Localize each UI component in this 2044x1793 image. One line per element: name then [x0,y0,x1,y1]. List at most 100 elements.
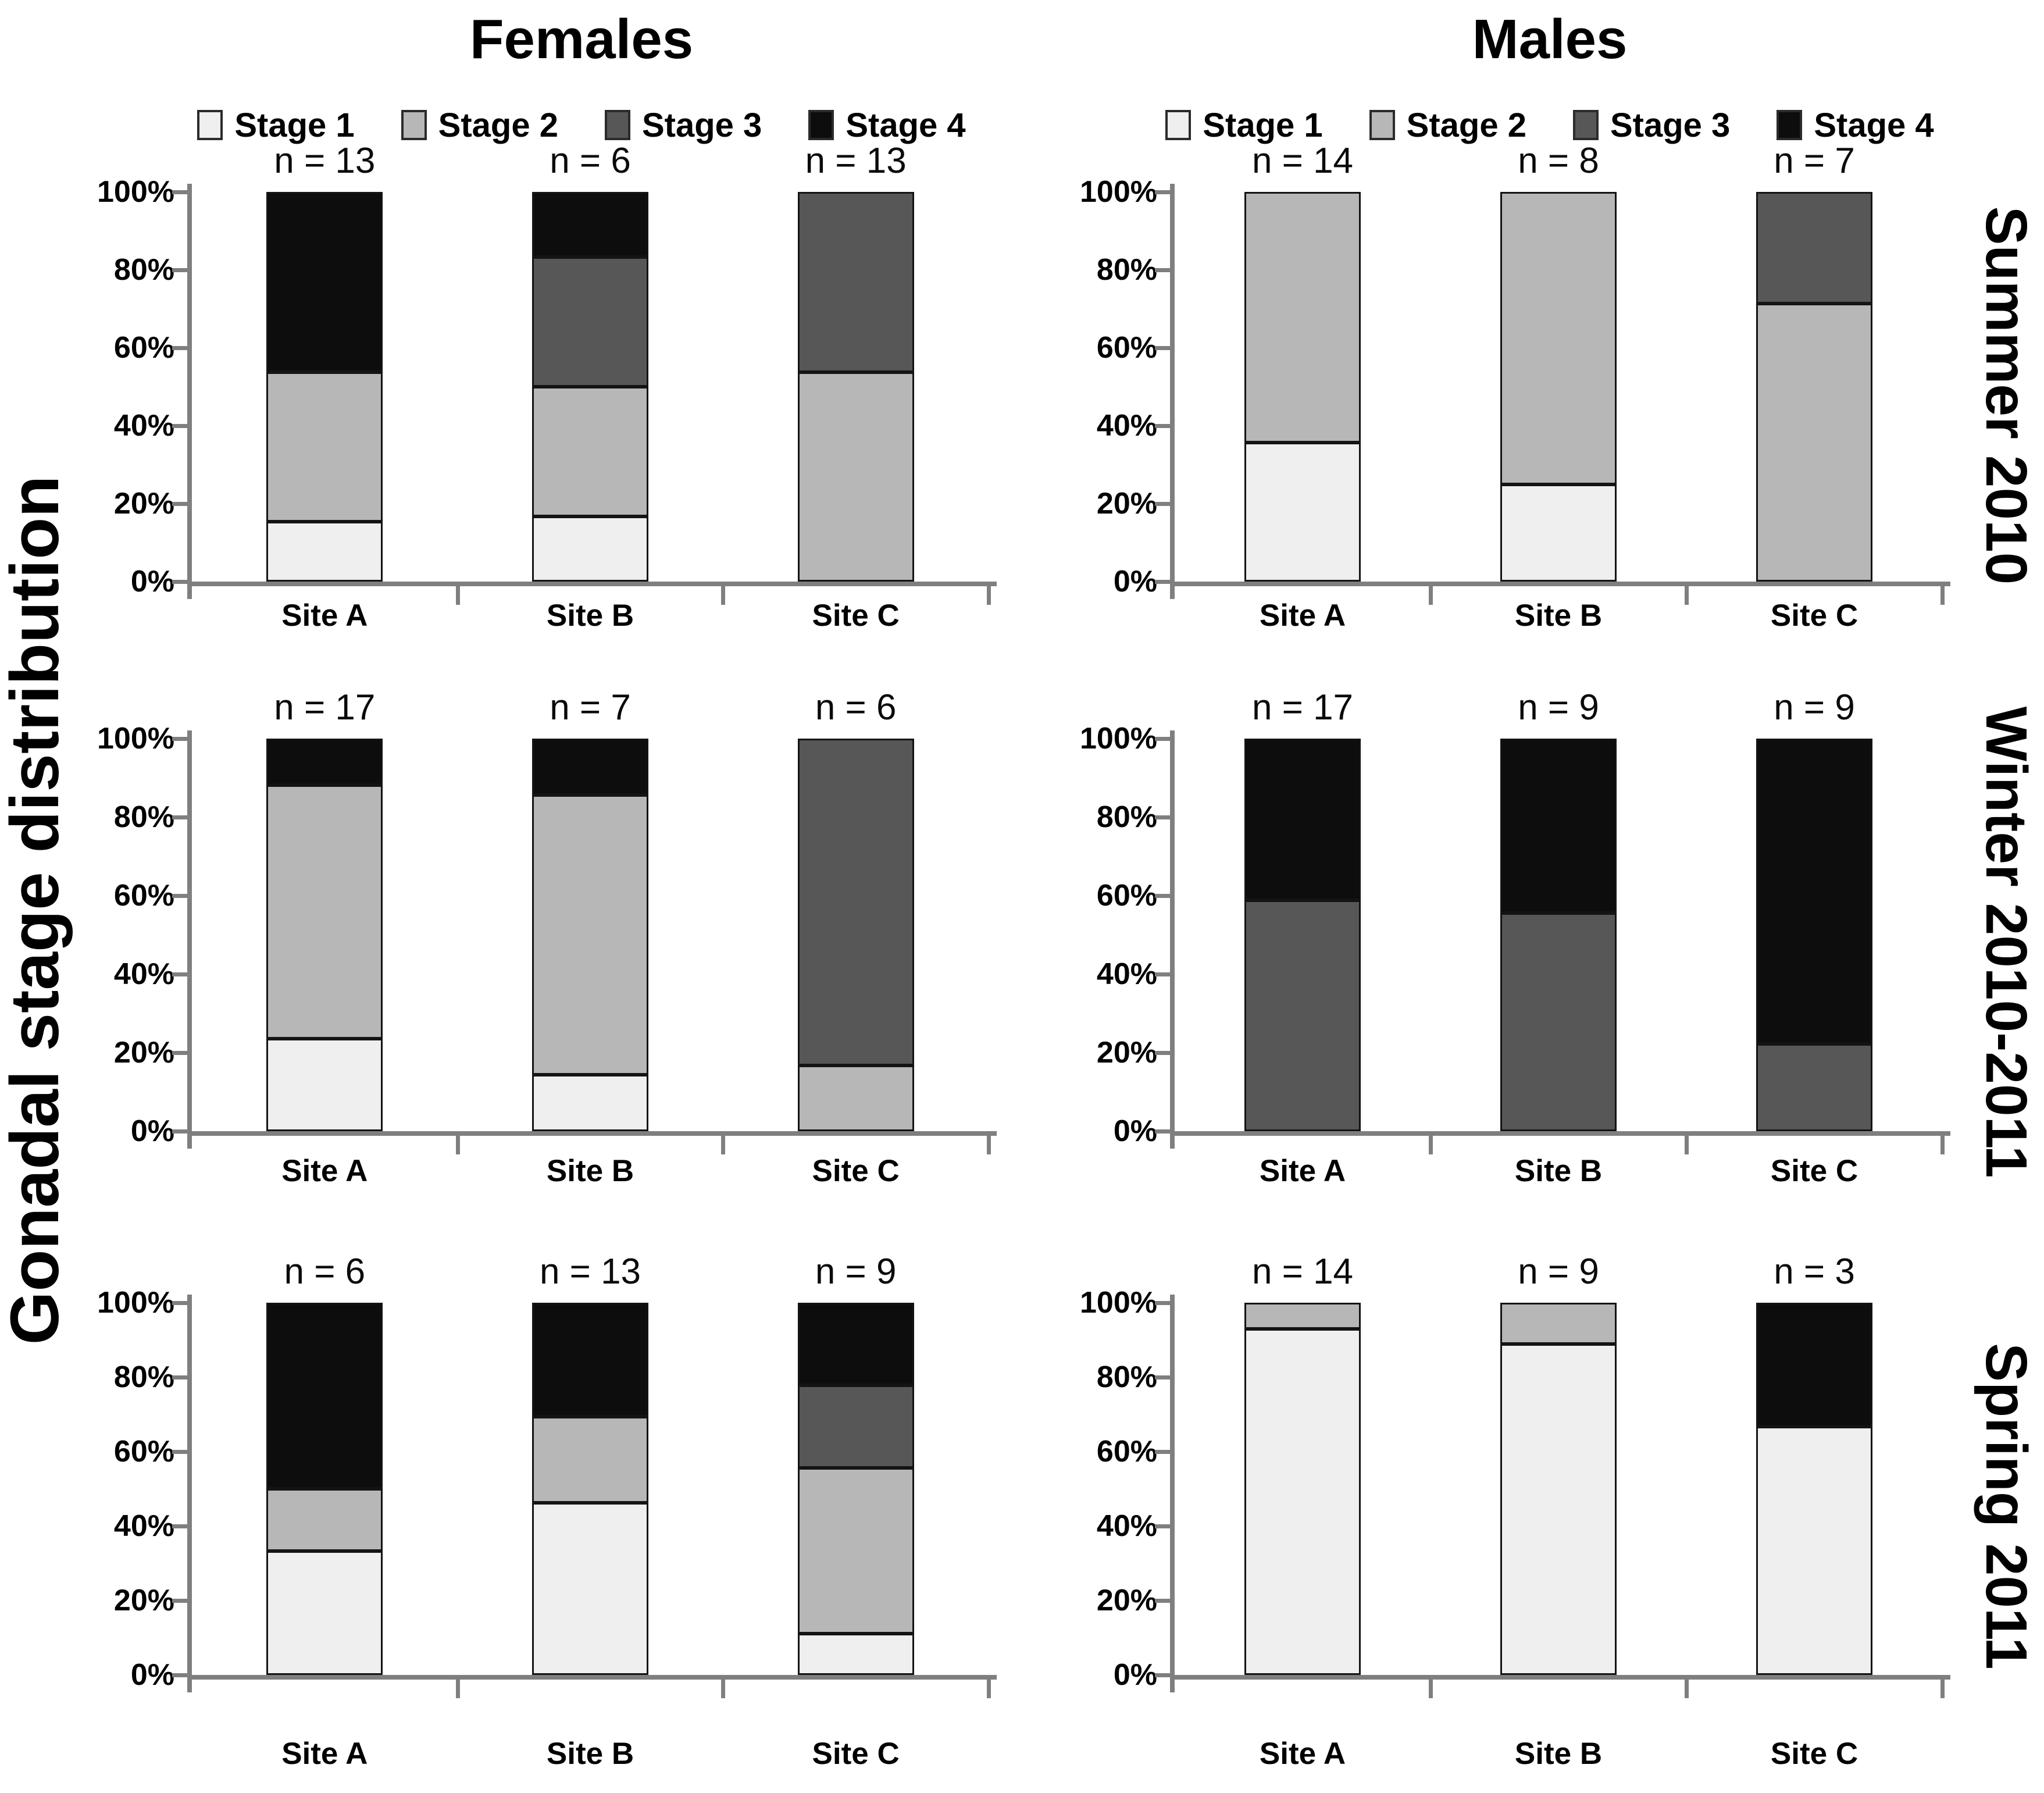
y-tick-label: 20% [113,1036,174,1070]
legend-males: Stage 1 Stage 2 Stage 3 Stage 4 [1157,105,1942,145]
bar-segment-stage-2 [532,794,648,1075]
y-tick-label: 60% [1096,331,1157,365]
y-axis-line [1170,1295,1175,1692]
y-tick-mark [1155,1051,1170,1055]
y-axis-line [187,1295,192,1692]
legend-item-stage-1: Stage 1 [1165,106,1323,145]
bar-segment-stage-2 [1244,1303,1361,1329]
y-tick-label: 0% [130,565,174,598]
site-label: Site C [812,1154,900,1188]
bar-segment-stage-4 [266,192,383,372]
y-tick-label: 80% [1096,1360,1157,1394]
site-label: Site B [546,598,634,633]
y-tick-mark [172,502,187,506]
y-tick-mark [172,972,187,976]
x-tick-mark [1429,1680,1433,1698]
y-tick-label: 60% [1096,1435,1157,1468]
bar-segment-stage-4 [1244,739,1361,901]
bar-segment-stage-2 [266,1489,383,1551]
y-tick-mark [1155,737,1170,741]
sample-size-label: n = 13 [274,141,376,181]
y-tick-mark [1155,894,1170,898]
bar-segment-stage-4 [266,1303,383,1489]
y-tick-mark [172,1051,187,1055]
bar-segment-stage-3 [797,739,914,1066]
bar-segment-stage-1 [797,1633,914,1675]
x-axis-line [1170,1675,1950,1680]
y-tick-mark [1155,1524,1170,1528]
y-tick-mark [172,894,187,898]
y-tick-label: 60% [113,879,174,912]
y-tick-label: 40% [113,957,174,991]
y-tick-label: 60% [1096,879,1157,912]
y-tick-label: 80% [113,800,174,834]
bar-segment-stage-2 [266,372,383,522]
site-label: Site B [546,1154,634,1188]
y-tick-label: 20% [1096,1036,1157,1070]
y-tick-label: 60% [113,331,174,365]
y-tick-mark [1155,346,1170,350]
x-tick-mark [1429,1136,1433,1154]
stage-2-swatch-icon [401,110,427,140]
x-axis-line [187,582,997,586]
x-axis-line [187,1131,997,1136]
y-tick-mark [172,1524,187,1528]
row-label-spring-2011: Spring 2011 [1974,1343,2039,1670]
bar-segment-stage-2 [532,387,648,517]
legend-label: Stage 1 [1203,106,1323,144]
y-tick-label: 100% [1080,175,1157,209]
bar-segment-stage-2 [1244,192,1361,443]
y-tick-mark [172,737,187,741]
bar-segment-stage-3 [797,192,914,372]
y-tick-mark [1155,424,1170,428]
sample-size-label: n = 14 [1251,141,1354,181]
x-axis-line [187,1675,997,1680]
site-label: Site B [546,1737,634,1771]
y-axis-line [1170,730,1175,1149]
bar-segment-stage-4 [532,192,648,257]
y-tick-mark [1155,268,1170,272]
x-tick-mark [987,586,991,605]
bar-segment-stage-2 [532,1417,648,1503]
bar-segment-stage-2 [797,372,914,582]
sample-size-label: n = 9 [815,1252,897,1292]
site-label: Site A [281,1154,368,1188]
legend-item-stage-1: Stage 1 [197,106,355,145]
y-tick-mark [172,424,187,428]
sample-size-label: n = 13 [539,1252,641,1292]
y-tick-label: 40% [1096,1509,1157,1543]
y-tick-mark [172,268,187,272]
legend-label: Stage 1 [234,106,355,144]
legend-label: Stage 2 [438,106,558,144]
y-tick-label: 20% [113,487,174,521]
y-tick-mark [1155,502,1170,506]
x-tick-mark [1429,586,1433,605]
y-tick-label: 40% [113,1509,174,1543]
site-label: Site C [1770,598,1858,633]
y-tick-mark [172,815,187,819]
x-tick-mark [1940,586,1945,605]
bar-segment-stage-2 [266,785,383,1039]
sample-size-label: n = 6 [284,1252,366,1292]
bar-segment-stage-2 [1756,303,1872,582]
x-tick-mark [987,1680,991,1698]
sample-size-label: n = 14 [1251,1252,1354,1292]
y-tick-label: 20% [1096,1584,1157,1617]
stage-3-swatch-icon [1573,110,1599,140]
bar-segment-stage-1 [1244,1329,1361,1675]
y-tick-label: 40% [1096,957,1157,991]
legend-item-stage-2: Stage 2 [1369,106,1526,145]
y-tick-label: 100% [97,722,174,755]
legend-females: Stage 1 Stage 2 Stage 3 Stage 4 [174,105,989,145]
x-tick-mark [455,1680,460,1698]
bar-segment-stage-2 [1500,192,1617,484]
y-tick-mark [1155,580,1170,584]
y-tick-mark [172,580,187,584]
y-tick-label: 80% [1096,253,1157,287]
x-tick-mark [721,1680,726,1698]
y-tick-mark [172,1375,187,1379]
y-tick-label: 0% [130,1658,174,1692]
x-tick-mark [455,586,460,605]
sample-size-label: n = 3 [1774,1252,1855,1292]
bar-segment-stage-4 [532,739,648,795]
